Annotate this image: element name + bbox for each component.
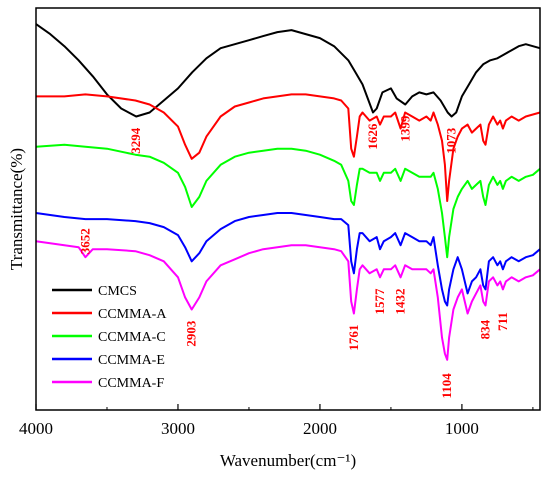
series-line-3 bbox=[35, 212, 541, 307]
peak-label-2: 1399 bbox=[397, 115, 412, 142]
peak-label-7: 1577 bbox=[372, 288, 387, 315]
x-axis: 4000 3000 2000 1000 bbox=[19, 404, 534, 438]
annotation-layer: 3294 1626 1399 1073 3652 2903 1761 1577 1432 1104… bbox=[77, 115, 510, 399]
series-line-0 bbox=[35, 23, 541, 118]
peak-label-6: 1761 bbox=[346, 325, 361, 351]
legend-label-4: CCMMA-F bbox=[98, 376, 164, 391]
peak-label-0: 3294 bbox=[128, 127, 143, 154]
legend-label-0: CMCS bbox=[98, 284, 137, 299]
x-tick-label-3: 1000 bbox=[445, 419, 479, 438]
peak-label-1: 1626 bbox=[365, 123, 380, 150]
legend: CMCS CCMMA-A CCMMA-C CCMMA-E CCMMA-F bbox=[52, 284, 167, 391]
legend-label-2: CCMMA-C bbox=[98, 330, 166, 345]
legend-label-3: CCMMA-E bbox=[98, 353, 165, 368]
plot-frame bbox=[35, 7, 541, 411]
peak-label-9: 1104 bbox=[439, 373, 454, 399]
series-line-1 bbox=[36, 93, 541, 202]
peak-label-8: 1432 bbox=[393, 289, 408, 315]
peak-label-3: 1073 bbox=[444, 127, 459, 154]
series-line-2 bbox=[35, 143, 541, 259]
peak-label-4: 3652 bbox=[77, 228, 92, 254]
peak-label-11: 711 bbox=[495, 312, 510, 331]
peak-label-5: 2903 bbox=[184, 320, 199, 347]
peak-label-10: 834 bbox=[478, 319, 493, 339]
x-axis-label: Wavenumber(cm⁻¹) bbox=[220, 451, 356, 470]
x-tick-label-0: 4000 bbox=[19, 419, 53, 438]
legend-label-1: CCMMA-A bbox=[98, 307, 167, 322]
x-tick-label-1: 3000 bbox=[161, 419, 195, 438]
series-layer bbox=[35, 23, 541, 361]
x-tick-label-2: 2000 bbox=[303, 419, 337, 438]
series-line-4 bbox=[35, 240, 541, 361]
y-axis-label: Transmittance(%) bbox=[7, 148, 26, 270]
